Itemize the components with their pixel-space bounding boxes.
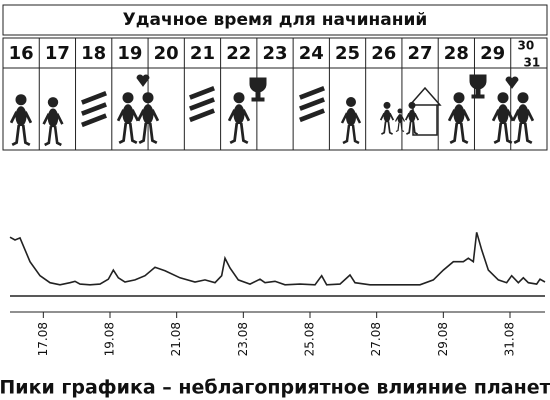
day-number: 31 <box>524 56 541 70</box>
day-number: 29 <box>480 43 505 64</box>
x-tick-label: 29.08 <box>436 322 450 356</box>
icon-heart <box>136 74 150 87</box>
icon-figure <box>512 90 534 145</box>
x-tick-label: 17.08 <box>36 322 50 356</box>
icon-figure <box>492 90 514 145</box>
day-number: 21 <box>190 43 215 64</box>
day-number: 19 <box>117 43 142 64</box>
day-number: 26 <box>371 43 396 64</box>
x-tick-label: 23.08 <box>236 322 250 356</box>
day-number: 30 <box>518 39 535 53</box>
icon-figure <box>340 95 362 145</box>
icon-figure <box>380 100 394 136</box>
day-number: 23 <box>262 43 287 64</box>
data-line <box>9 232 546 286</box>
icon-figure <box>10 92 32 147</box>
day-number: 24 <box>299 43 324 64</box>
icon-figure <box>42 95 64 147</box>
day-number: 28 <box>444 43 469 64</box>
icon-figure <box>405 100 419 136</box>
icon-figure <box>448 90 470 145</box>
icon-bars <box>82 93 106 125</box>
icon-figure <box>228 90 250 145</box>
title: Удачное время для начинаний <box>123 10 428 30</box>
x-tick-label: 19.08 <box>103 322 117 356</box>
calendar-box <box>2 37 548 151</box>
title-box <box>2 4 548 36</box>
icons <box>10 74 534 147</box>
day-number: 18 <box>81 43 106 64</box>
x-tick-label: 21.08 <box>169 322 183 356</box>
day-columns: 16 17 18 19 20 21 22 23 24 25 26 27 28 29 30 31 <box>9 38 541 150</box>
icon-bars <box>190 88 214 120</box>
day-number: 22 <box>226 43 251 64</box>
day-number: 16 <box>9 43 34 64</box>
icon-cup <box>249 77 267 102</box>
day-number: 25 <box>335 43 360 64</box>
x-tick-label: 25.08 <box>303 322 317 356</box>
icon-bars <box>300 88 324 120</box>
icon-figure <box>395 107 405 133</box>
day-number: 20 <box>154 43 179 64</box>
icon-heart <box>505 76 519 89</box>
day-number: 17 <box>45 43 70 64</box>
x-tick-label: 31.08 <box>503 322 517 356</box>
icon-cup <box>469 74 487 99</box>
icon-house <box>408 86 442 136</box>
x-tick-label: 27.08 <box>369 322 383 356</box>
day-number: 27 <box>408 43 433 64</box>
icon-figure <box>117 90 139 145</box>
caption: Пики графика – неблагоприятное влияние п… <box>0 377 550 399</box>
chart: 17.08 19.08 21.08 23.08 25.08 27.08 29.08 31.08 <box>9 232 546 356</box>
